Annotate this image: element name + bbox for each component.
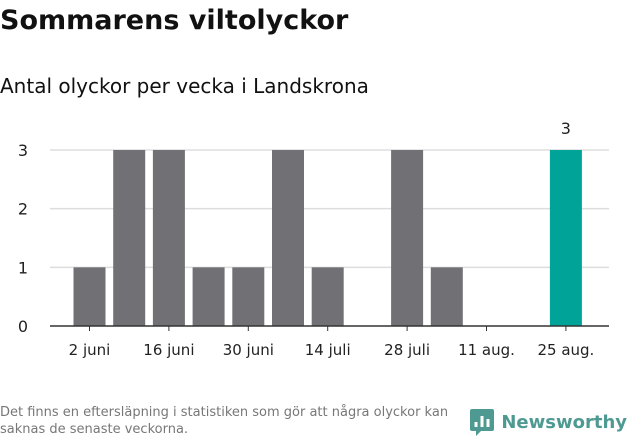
bar bbox=[113, 150, 146, 326]
newsworthy-logo-icon bbox=[470, 409, 495, 436]
bar bbox=[311, 267, 344, 326]
data-labels: 3 bbox=[561, 119, 571, 138]
y-axis-tick-labels: 0 1 2 3 bbox=[18, 141, 28, 336]
x-tick-label: 11 aug. bbox=[458, 341, 515, 359]
chart-title: Sommarens viltolyckor bbox=[0, 5, 349, 36]
bar bbox=[391, 150, 424, 326]
bar bbox=[192, 267, 225, 326]
x-axis-ticks: 2 juni 16 juni 30 juni 14 juli 28 juli 11 aug… bbox=[50, 325, 609, 359]
x-tick-label: 28 juli bbox=[384, 341, 430, 359]
bar bbox=[152, 150, 185, 326]
y-tick-label: 1 bbox=[18, 258, 28, 277]
brand-name: Newsworthy bbox=[501, 411, 627, 433]
y-tick-label: 2 bbox=[18, 200, 28, 219]
y-tick-label: 0 bbox=[18, 317, 28, 336]
bars bbox=[73, 150, 582, 326]
brand-logo: Newsworthy bbox=[469, 405, 627, 439]
x-tick-label: 14 juli bbox=[305, 341, 351, 359]
bar-chart: 0 1 2 3 2 juni 16 juni 30 juni 14 juli 28 juli 1… bbox=[18, 119, 609, 359]
x-tick-label: 30 juni bbox=[223, 341, 274, 359]
bar bbox=[272, 150, 304, 326]
x-tick-label: 25 aug. bbox=[537, 341, 594, 359]
bar bbox=[232, 267, 265, 326]
bar bbox=[73, 267, 106, 326]
footnote: Det finns en eftersläpning i statistiken… bbox=[0, 405, 449, 437]
x-tick-label: 16 juni bbox=[143, 341, 194, 359]
chart-subtitle: Antal olyckor per vecka i Landskrona bbox=[0, 74, 369, 98]
x-tick-label: 2 juni bbox=[69, 341, 111, 359]
y-tick-label: 3 bbox=[18, 141, 28, 160]
bar bbox=[430, 267, 463, 326]
data-label: 3 bbox=[561, 119, 571, 138]
highlighted-bar bbox=[549, 150, 582, 326]
